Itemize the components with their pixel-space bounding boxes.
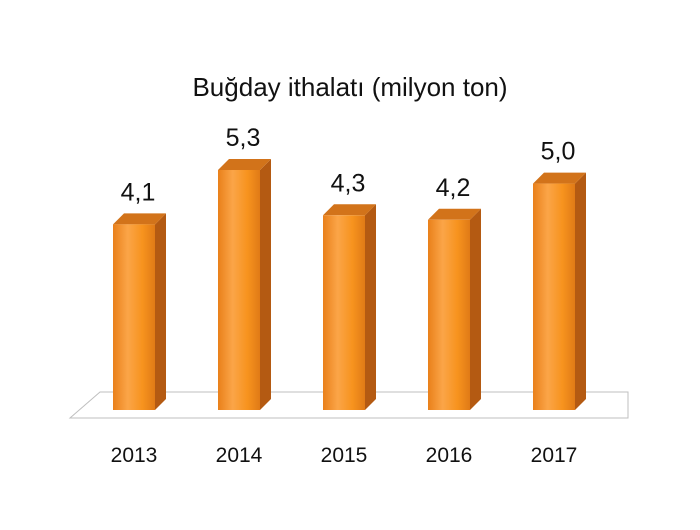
- bar-2015: [323, 204, 376, 410]
- bar-side: [470, 208, 481, 410]
- x-tick-label: 2017: [531, 444, 578, 467]
- bar-side: [575, 172, 586, 410]
- bar-front: [218, 170, 260, 410]
- bar-top: [533, 172, 586, 184]
- data-label: 4,1: [121, 178, 156, 206]
- bar-2013: [113, 213, 166, 410]
- bar-side: [365, 204, 376, 410]
- bar-front: [323, 215, 365, 410]
- bar-2016: [428, 208, 481, 410]
- x-tick-label: 2013: [111, 444, 158, 467]
- bar-front: [533, 183, 575, 410]
- x-tick-label: 2014: [216, 444, 263, 467]
- bar-side: [260, 159, 271, 410]
- data-label: 5,3: [226, 124, 261, 152]
- bars-layer: [113, 159, 586, 410]
- data-label: 5,0: [541, 138, 576, 166]
- bar-side: [155, 213, 166, 410]
- x-axis-tick-labels: 2013 2014 2015 2016 2017: [111, 444, 578, 467]
- bar-front: [428, 219, 470, 410]
- x-tick-label: 2015: [321, 444, 368, 467]
- data-label: 4,3: [331, 169, 366, 197]
- bar-front: [113, 224, 155, 410]
- bar-top: [218, 159, 271, 170]
- bar-top: [323, 204, 376, 216]
- bar-2014: [218, 159, 271, 410]
- bar-2017: [533, 172, 586, 410]
- bar-top: [113, 213, 166, 225]
- x-tick-label: 2016: [426, 444, 473, 467]
- data-label: 4,2: [436, 174, 471, 202]
- bar-top: [428, 208, 481, 220]
- data-labels-layer: 4,1 5,3 4,3 4,2 5,0: [121, 124, 576, 206]
- chart-title: Buğday ithalatı (milyon ton): [192, 72, 507, 102]
